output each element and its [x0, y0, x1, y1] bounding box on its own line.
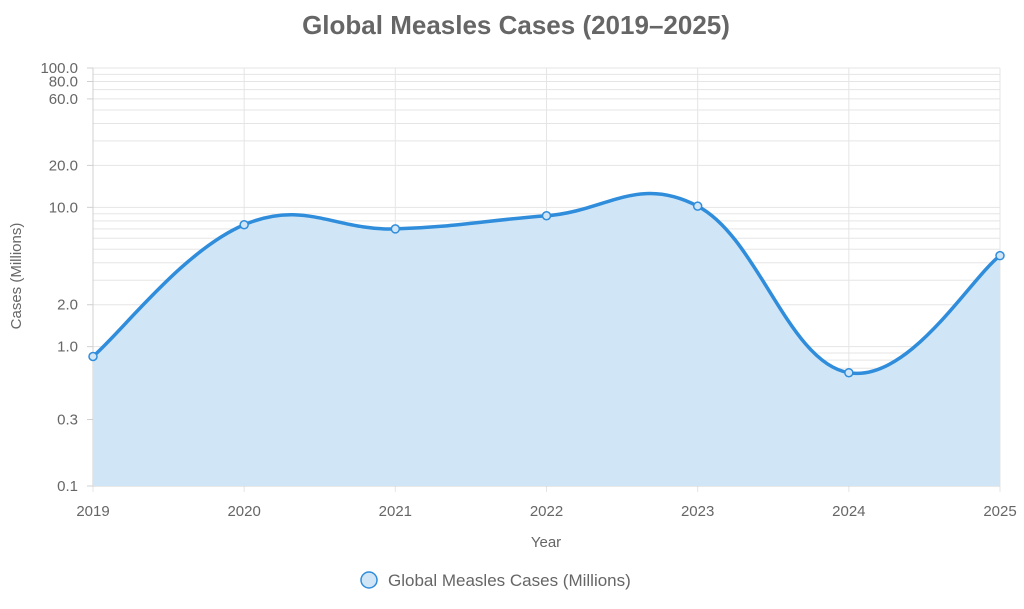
- y-tick-label: 0.3: [57, 412, 78, 429]
- x-tick-label: 2022: [530, 503, 563, 520]
- data-point[interactable]: [390, 224, 401, 234]
- data-point[interactable]: [995, 250, 1005, 261]
- x-tick-label: 2020: [227, 503, 260, 520]
- data-points: [88, 201, 1005, 378]
- y-tick-label: 60.0: [49, 91, 78, 108]
- x-tick-label: 2024: [832, 503, 865, 520]
- data-point[interactable]: [541, 211, 552, 221]
- x-tick-label: 2025: [983, 503, 1016, 520]
- series-area: [93, 193, 1000, 486]
- data-point[interactable]: [692, 201, 703, 211]
- x-axis-title: Year: [531, 534, 561, 551]
- x-axis-ticks: 2019 2020 2021 2022 2023 2024 2025: [76, 503, 1016, 520]
- y-tick-label: 10.0: [49, 199, 78, 216]
- x-tick-label: 2023: [681, 503, 714, 520]
- x-tick-label: 2021: [379, 503, 412, 520]
- y-tick-label: 20.0: [49, 157, 78, 174]
- data-point[interactable]: [844, 367, 854, 378]
- legend-marker-icon: [360, 571, 378, 589]
- legend-label: Global Measles Cases (Millions): [388, 571, 631, 590]
- area-fill-group: [93, 193, 1000, 486]
- data-point[interactable]: [239, 219, 249, 230]
- y-tick-label: 0.1: [57, 478, 78, 495]
- y-axis-title: Cases (Millions): [8, 223, 25, 330]
- y-tick-label: 100.0: [40, 60, 78, 77]
- legend[interactable]: Global Measles Cases (Millions): [360, 571, 631, 590]
- y-tick-label: 1.0: [57, 339, 78, 356]
- y-tick-label: 2.0: [57, 297, 78, 314]
- y-tick-label: 80.0: [49, 74, 78, 91]
- data-point[interactable]: [88, 351, 98, 362]
- x-tick-label: 2019: [76, 503, 109, 520]
- chart-title: Global Measles Cases (2019–2025): [302, 10, 730, 40]
